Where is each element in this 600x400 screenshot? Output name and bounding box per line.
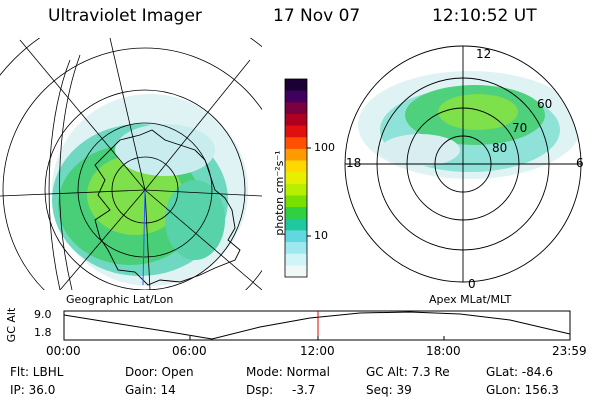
instrument-title: Ultraviolet Imager bbox=[48, 6, 202, 26]
mlat-label-60: 60 bbox=[537, 97, 553, 111]
colorbar-segment bbox=[285, 207, 307, 220]
status-ip: IP: 36.0 bbox=[10, 383, 56, 397]
status-gain: Gain: 14 bbox=[125, 383, 176, 397]
mlat-label-80: 80 bbox=[492, 141, 508, 155]
colorbar-segment bbox=[285, 230, 307, 243]
altitude-y-tick-bottom: 1.8 bbox=[34, 326, 52, 339]
geographic-map bbox=[0, 38, 262, 290]
mlt-label-6: 6 bbox=[576, 156, 584, 170]
mlt-label-0: 0 bbox=[468, 277, 476, 291]
colorbar-segment bbox=[285, 125, 307, 138]
status-dsp-value: -3.7 bbox=[292, 383, 316, 397]
map-grid-left bbox=[0, 38, 262, 290]
altitude-plot bbox=[63, 310, 571, 341]
mlt-label-12: 12 bbox=[476, 47, 492, 61]
antarctica-coastline bbox=[94, 129, 241, 286]
date-label: 17 Nov 07 bbox=[273, 6, 361, 26]
colorbar-segment bbox=[285, 79, 307, 92]
x-ticks bbox=[63, 336, 571, 340]
altitude-y-tick-top: 9.0 bbox=[34, 308, 52, 321]
colorbar-segment bbox=[285, 218, 307, 232]
colorbar-segment bbox=[285, 242, 307, 255]
mlat-label-70: 70 bbox=[512, 121, 528, 135]
apex-mlt-plot bbox=[344, 45, 582, 283]
time-label: 12:10:52 UT bbox=[432, 6, 537, 26]
colorbar-tick-10: 10 bbox=[314, 229, 328, 242]
x-tick-2359: 23:59 bbox=[552, 344, 587, 358]
color-bar bbox=[284, 78, 311, 278]
colorbar-frame bbox=[284, 78, 308, 278]
colorbar-segment bbox=[285, 253, 307, 266]
geographic-label: Geographic Lat/Lon bbox=[66, 293, 174, 306]
status-dsp-label: Dsp: bbox=[246, 383, 274, 397]
colorbar-segment bbox=[285, 137, 307, 150]
x-tick-0000: 00:00 bbox=[46, 344, 81, 358]
status-glon: GLon: 156.3 bbox=[486, 383, 559, 397]
altitude-curve bbox=[63, 311, 571, 340]
noon-meridian bbox=[142, 189, 146, 286]
altitude-y-label: GC Alt bbox=[5, 307, 18, 343]
colorbar-unit-label: photon cm⁻²s⁻¹ bbox=[273, 150, 286, 236]
status-glat: GLat: -84.6 bbox=[486, 365, 553, 379]
x-tick-1800: 18:00 bbox=[426, 344, 461, 358]
x-tick-0600: 06:00 bbox=[172, 344, 207, 358]
status-seq: Seq: 39 bbox=[366, 383, 412, 397]
colorbar-segment bbox=[285, 113, 307, 127]
altitude-plot-frame bbox=[63, 310, 571, 341]
mlt-label-18: 18 bbox=[346, 156, 362, 170]
status-gcalt: GC Alt: 7.3 Re bbox=[366, 365, 450, 379]
status-flt: Flt: LBHL bbox=[10, 365, 64, 379]
colorbar-segment bbox=[285, 172, 307, 185]
colorbar-segment bbox=[285, 102, 307, 115]
apex-label: Apex MLat/MLT bbox=[429, 293, 512, 306]
status-mode: Mode: Normal bbox=[246, 365, 330, 379]
colorbar-segment bbox=[285, 265, 307, 278]
colorbar-segment bbox=[285, 148, 307, 162]
colorbar-segment bbox=[285, 160, 307, 173]
x-tick-1200: 12:00 bbox=[300, 344, 335, 358]
status-door: Door: Open bbox=[125, 365, 194, 379]
colorbar-tick-100: 100 bbox=[314, 141, 335, 154]
colorbar-segment bbox=[285, 195, 307, 208]
colorbar-segment bbox=[285, 183, 307, 197]
colorbar-segment bbox=[285, 90, 307, 103]
